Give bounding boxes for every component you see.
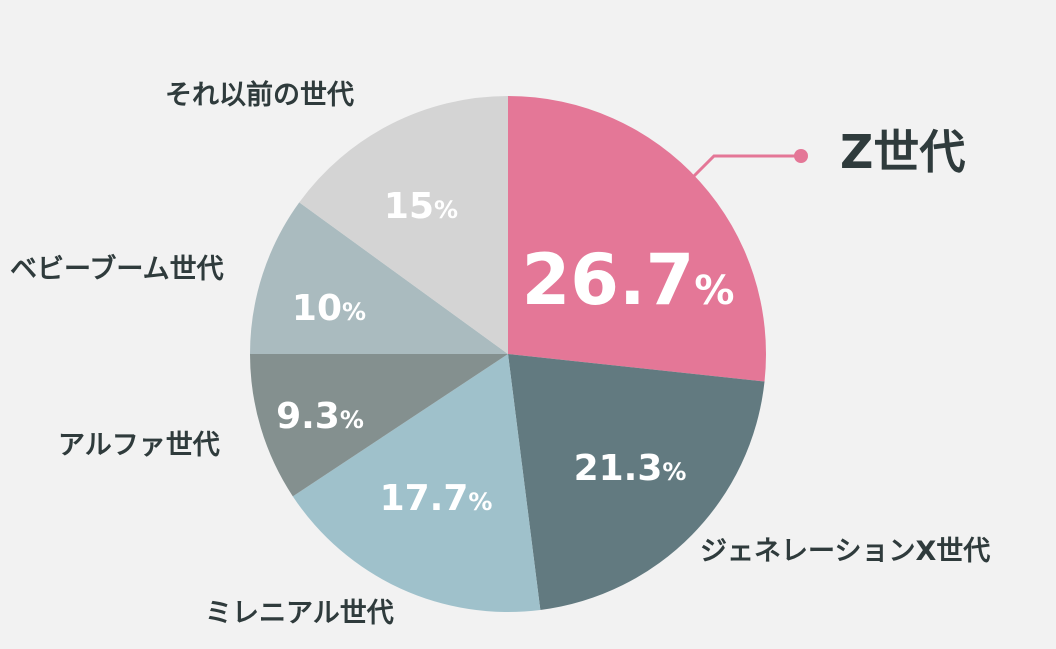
percentage-value: 21.3 xyxy=(574,448,663,489)
percentage-value: 17.7 xyxy=(380,478,469,519)
percentage-value: 26.7 xyxy=(522,239,695,321)
percentage-value: 10 xyxy=(292,288,342,329)
slice-category-label: Z世代 xyxy=(840,125,965,179)
slice-percentage-label: 10% xyxy=(292,288,366,329)
slice-category-label: それ以前の世代 xyxy=(165,79,354,111)
pie-slice xyxy=(292,354,541,612)
leader-line xyxy=(691,149,808,179)
percentage-unit: % xyxy=(342,298,366,326)
slice-percentage-label: 9.3% xyxy=(276,396,364,437)
percentage-value: 15 xyxy=(384,186,434,227)
pie-slices xyxy=(250,96,767,612)
percentage-labels: 26.7%21.3%17.7%9.3%10%15% xyxy=(276,186,734,519)
slice-percentage-label: 21.3% xyxy=(574,448,687,489)
leader-line-dot xyxy=(794,149,808,163)
slice-percentage-label: 17.7% xyxy=(380,478,493,519)
percentage-unit: % xyxy=(468,488,492,516)
slice-percentage-label: 15% xyxy=(384,186,458,227)
pie-slice xyxy=(508,354,765,610)
pie-slice xyxy=(250,202,508,354)
slice-category-label: ミレニアル世代 xyxy=(205,598,394,629)
percentage-unit: % xyxy=(340,406,364,434)
slice-category-label: ジェネレーションX世代 xyxy=(700,536,990,567)
slice-percentage-label: 26.7% xyxy=(522,239,735,321)
leader-line-path xyxy=(691,154,800,179)
percentage-value: 9.3 xyxy=(276,396,340,437)
percentage-unit: % xyxy=(694,268,734,314)
slice-category-label: アルファ世代 xyxy=(58,430,220,461)
percentage-unit: % xyxy=(434,196,458,224)
pie-slice xyxy=(508,96,767,382)
slice-category-label: ベビーブーム世代 xyxy=(10,253,224,285)
pie-slice xyxy=(299,96,508,354)
pie-slice xyxy=(250,354,508,497)
percentage-unit: % xyxy=(662,458,686,486)
